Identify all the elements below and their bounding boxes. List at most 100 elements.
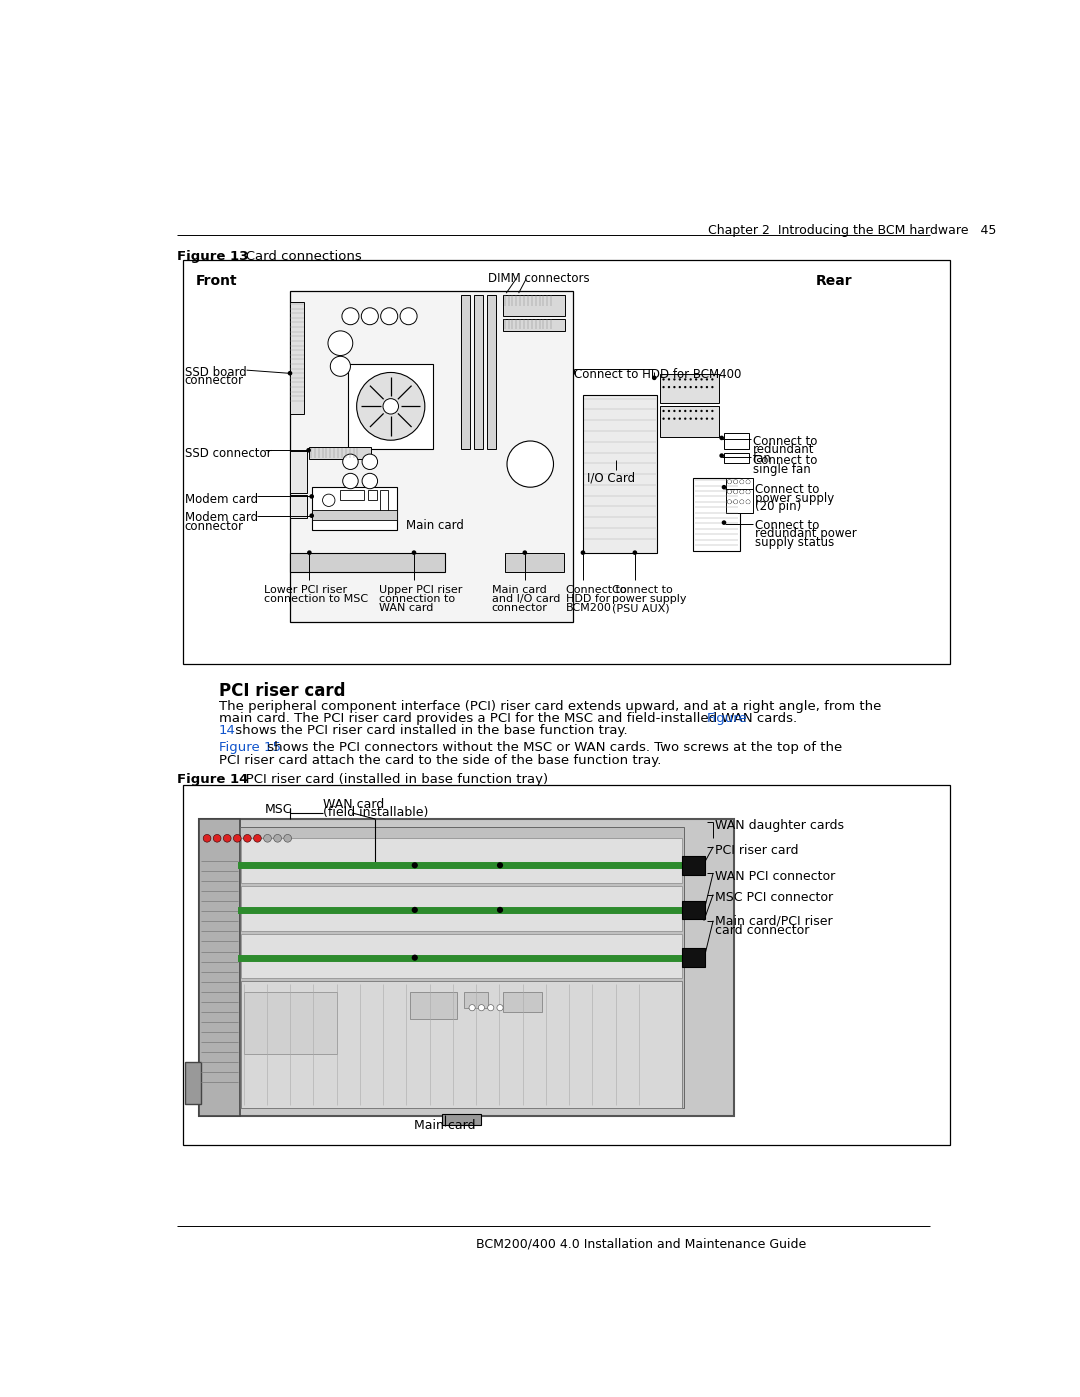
Circle shape <box>307 448 311 453</box>
Circle shape <box>694 379 698 380</box>
Bar <box>724 453 748 464</box>
Text: WAN daughter cards: WAN daughter cards <box>715 819 843 833</box>
Circle shape <box>356 373 424 440</box>
Circle shape <box>684 379 687 380</box>
Circle shape <box>478 1004 485 1011</box>
Circle shape <box>411 907 418 914</box>
Text: Chapter 2  Introducing the BCM hardware   45: Chapter 2 Introducing the BCM hardware 4… <box>708 224 997 237</box>
Circle shape <box>254 834 261 842</box>
Circle shape <box>746 500 750 504</box>
Text: SSD board: SSD board <box>185 366 246 379</box>
Text: PCI riser card: PCI riser card <box>218 682 346 700</box>
Circle shape <box>233 834 241 842</box>
Text: (20 pin): (20 pin) <box>755 500 801 513</box>
Circle shape <box>746 500 750 504</box>
Bar <box>312 488 397 529</box>
Text: SSD connector: SSD connector <box>185 447 271 460</box>
Text: MSC PCI connector: MSC PCI connector <box>715 891 833 904</box>
Text: power supply: power supply <box>755 492 834 504</box>
Bar <box>312 510 397 520</box>
Text: PCI riser card: PCI riser card <box>715 844 798 856</box>
Text: PCI riser card attach the card to the side of the base function tray.: PCI riser card attach the card to the si… <box>218 753 661 767</box>
Bar <box>291 291 572 622</box>
Bar <box>410 992 457 1020</box>
Text: Upper PCI riser: Upper PCI riser <box>379 585 462 595</box>
Circle shape <box>673 418 676 420</box>
Circle shape <box>700 418 703 420</box>
Circle shape <box>243 834 252 842</box>
Text: connector: connector <box>185 374 244 387</box>
Bar <box>460 295 470 448</box>
Circle shape <box>523 550 527 555</box>
Circle shape <box>689 409 692 412</box>
Text: (PSU AUX): (PSU AUX) <box>612 604 670 613</box>
Circle shape <box>264 834 271 842</box>
Circle shape <box>740 481 744 483</box>
Circle shape <box>342 307 359 324</box>
Text: Connect to: Connect to <box>612 585 673 595</box>
Bar <box>505 553 564 571</box>
Bar <box>683 856 705 875</box>
Circle shape <box>684 386 687 388</box>
Text: Connect to: Connect to <box>755 483 820 496</box>
Text: Front: Front <box>195 274 238 288</box>
Text: I/O Card: I/O Card <box>586 472 635 485</box>
Bar <box>727 478 754 513</box>
Circle shape <box>633 550 637 555</box>
Circle shape <box>662 409 664 412</box>
Circle shape <box>497 862 503 869</box>
Circle shape <box>411 550 416 555</box>
Text: redundant: redundant <box>753 443 814 457</box>
Text: BCM200/400 4.0 Installation and Maintenance Guide: BCM200/400 4.0 Installation and Maintena… <box>476 1238 807 1250</box>
Bar <box>183 260 950 665</box>
Circle shape <box>342 474 359 489</box>
Circle shape <box>740 500 744 504</box>
Text: Rear: Rear <box>815 274 852 288</box>
Circle shape <box>284 834 292 842</box>
Circle shape <box>706 379 708 380</box>
Bar <box>200 819 734 1116</box>
Circle shape <box>712 379 714 380</box>
Text: Main card: Main card <box>491 585 546 595</box>
Bar <box>291 553 445 571</box>
Bar <box>348 365 433 448</box>
Circle shape <box>712 418 714 420</box>
Text: Figure: Figure <box>707 712 747 725</box>
Circle shape <box>721 485 727 489</box>
Circle shape <box>362 454 378 469</box>
Bar <box>241 933 683 978</box>
Circle shape <box>706 418 708 420</box>
Circle shape <box>740 481 744 483</box>
Text: (field installable): (field installable) <box>323 806 429 819</box>
Circle shape <box>689 418 692 420</box>
Circle shape <box>328 331 353 355</box>
Circle shape <box>497 1004 503 1011</box>
Circle shape <box>728 490 731 493</box>
Circle shape <box>719 436 724 440</box>
Circle shape <box>694 409 698 412</box>
Bar <box>503 992 542 1011</box>
Text: Connect to: Connect to <box>566 585 626 595</box>
Text: Figure 15: Figure 15 <box>218 742 281 754</box>
Circle shape <box>673 409 676 412</box>
Text: shows the PCI connectors without the MSC or WAN cards. Two screws at the top of : shows the PCI connectors without the MSC… <box>262 742 842 754</box>
Circle shape <box>411 862 418 869</box>
Circle shape <box>694 386 698 388</box>
Bar <box>487 295 496 448</box>
Text: Figure 13: Figure 13 <box>177 250 248 263</box>
Circle shape <box>383 398 399 414</box>
Bar <box>200 819 240 1116</box>
Text: card connector: card connector <box>715 923 809 937</box>
Text: shows the PCI riser card installed in the base function tray.: shows the PCI riser card installed in th… <box>231 725 627 738</box>
Circle shape <box>728 490 731 493</box>
Text: connector: connector <box>185 520 244 532</box>
Text: WAN card: WAN card <box>323 798 384 810</box>
Bar <box>464 992 488 1007</box>
Circle shape <box>700 379 703 380</box>
Circle shape <box>213 834 221 842</box>
Bar <box>442 1113 481 1125</box>
Circle shape <box>728 481 731 483</box>
Circle shape <box>746 490 750 493</box>
Circle shape <box>362 307 378 324</box>
Bar <box>683 901 705 919</box>
